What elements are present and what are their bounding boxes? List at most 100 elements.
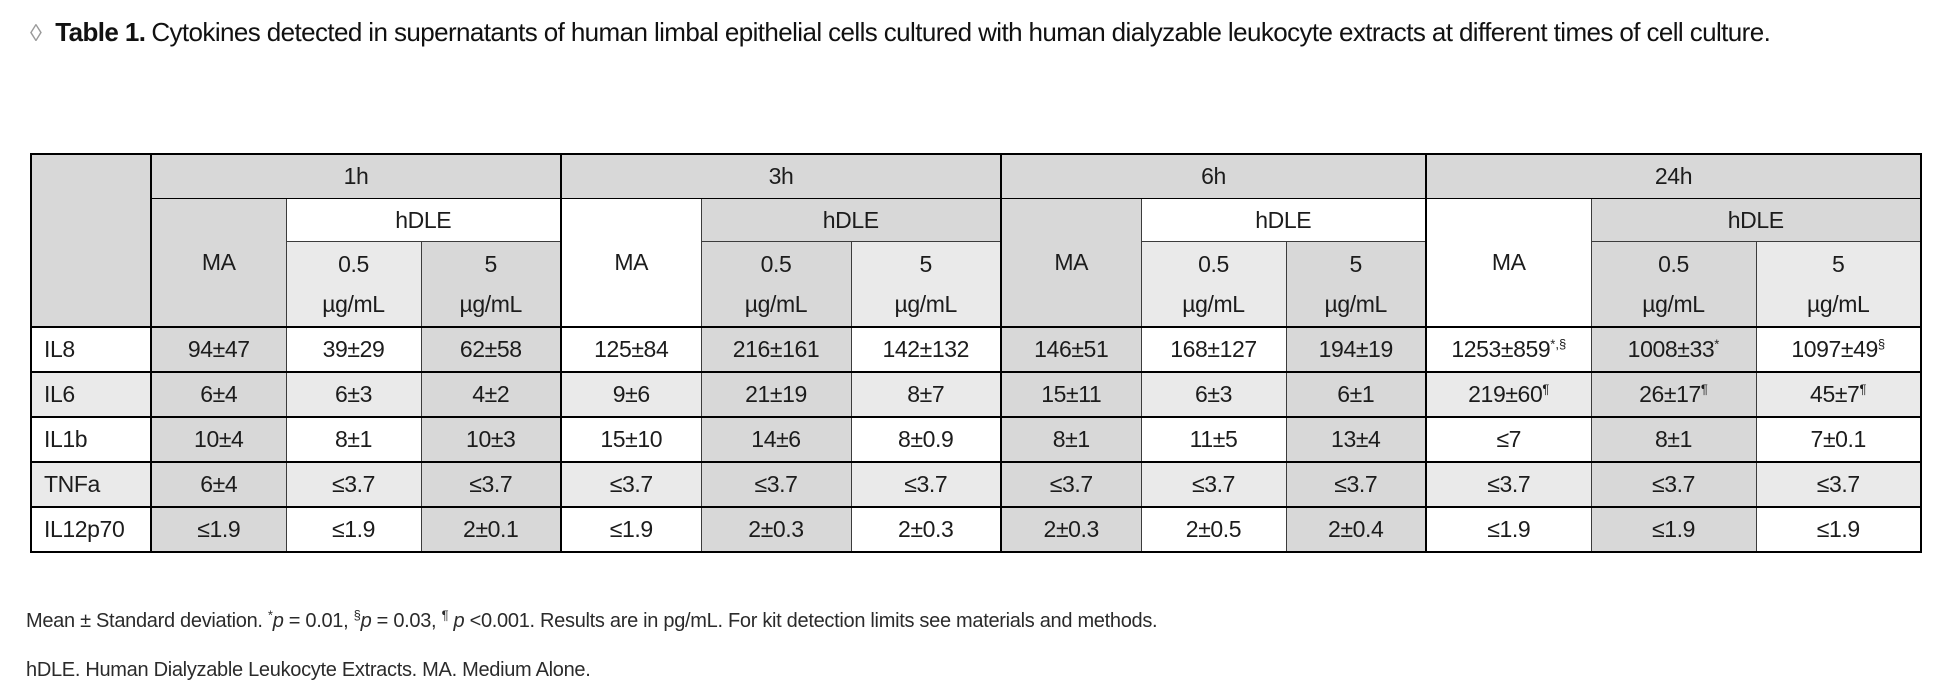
cell-il12p70-5: 2±0.3 — [700, 506, 852, 553]
table-row-il6: IL6 6±4 6±3 4±2 9±6 21±19 8±7 15±11 6±3 6±1 219±60… — [30, 371, 1922, 418]
cell-il6-6: 8±7 — [850, 371, 1002, 418]
header-dose-6h-5: 5 µg/mL — [1285, 241, 1427, 328]
cell-il12p70-9: 2±0.4 — [1285, 506, 1427, 553]
significance-marker: ¶ — [1859, 381, 1867, 397]
cell-il1b-8: 11±5 — [1140, 416, 1287, 463]
header-dose-24h-5: 5 µg/mL — [1755, 241, 1922, 328]
cell-il8-12: 1097±49§ — [1755, 326, 1922, 373]
diamond-icon: ◊ — [30, 20, 42, 47]
cell-il1b-3: 10±3 — [420, 416, 562, 463]
cell-il8-8: 168±127 — [1140, 326, 1287, 373]
header-time-6h: 6h — [1000, 153, 1427, 199]
header-time-3h: 3h — [560, 153, 1002, 199]
cell-il8-10: 1253±859*,§ — [1425, 326, 1592, 373]
cell-il12p70-10: ≤1.9 — [1425, 506, 1592, 553]
cell-il12p70-12: ≤1.9 — [1755, 506, 1922, 553]
row-label-il8: IL8 — [30, 326, 152, 373]
cell-il8-9: 194±19 — [1285, 326, 1427, 373]
header-ma-24h: MA — [1425, 198, 1592, 328]
cell-il1b-10: ≤7 — [1425, 416, 1592, 463]
table-row-tnfa: TNFa 6±4 ≤3.7 ≤3.7 ≤3.7 ≤3.7 ≤3.7 ≤3.7 ≤3.7 ≤3.7 ≤… — [30, 461, 1922, 508]
significance-marker: *,§ — [1550, 336, 1567, 352]
table-body: 1h 3h 6h 24h MA hDLE MA hDLE MA hDLE MA hDLE 0.5 µg/m… — [30, 153, 1922, 553]
cell-il6-9: 6±1 — [1285, 371, 1427, 418]
significance-marker: ¶ — [1700, 381, 1708, 397]
cytokine-table: 1h 3h 6h 24h MA hDLE MA hDLE MA hDLE MA hDLE 0.5 µg/m… — [30, 153, 1922, 553]
significance-marker: * — [1714, 336, 1720, 352]
cell-il6-4: 9±6 — [560, 371, 702, 418]
cell-il6-2: 6±3 — [285, 371, 422, 418]
cell-il8-1: 94±47 — [150, 326, 287, 373]
cell-il6-3: 4±2 — [420, 371, 562, 418]
cell-il12p70-8: 2±0.5 — [1140, 506, 1287, 553]
significance-marker: § — [1877, 336, 1886, 352]
cell-il8-6: 142±132 — [850, 326, 1002, 373]
header-hdle-24h: hDLE — [1590, 198, 1922, 242]
cell-il12p70-7: 2±0.3 — [1000, 506, 1142, 553]
cell-il8-5: 216±161 — [700, 326, 852, 373]
header-dose-1h-0.5: 0.5 µg/mL — [285, 241, 422, 328]
cell-il6-1: 6±4 — [150, 371, 287, 418]
cell-il1b-12: 7±0.1 — [1755, 416, 1922, 463]
cell-tnfa-9: ≤3.7 — [1285, 461, 1427, 508]
cell-tnfa-4: ≤3.7 — [560, 461, 702, 508]
cell-il1b-2: 8±1 — [285, 416, 422, 463]
row-label-il1b: IL1b — [30, 416, 152, 463]
row-label-tnfa: TNFa — [30, 461, 152, 508]
table-caption: ◊ Table 1. Cytokines detected in supernata… — [30, 10, 1923, 56]
cell-il1b-6: 8±0.9 — [850, 416, 1002, 463]
cell-tnfa-2: ≤3.7 — [285, 461, 422, 508]
header-time-24h: 24h — [1425, 153, 1922, 199]
cell-il1b-9: 13±4 — [1285, 416, 1427, 463]
cell-il12p70-11: ≤1.9 — [1590, 506, 1757, 553]
header-dose-3h-0.5: 0.5 µg/mL — [700, 241, 852, 328]
cell-tnfa-5: ≤3.7 — [700, 461, 852, 508]
significance-marker: ¶ — [1542, 381, 1550, 397]
header-dose-3h-5: 5 µg/mL — [850, 241, 1002, 328]
table-footnotes: Mean ± Standard deviation. *p = 0.01, §p… — [26, 597, 1926, 695]
cell-il8-11: 1008±33* — [1590, 326, 1757, 373]
cell-il12p70-1: ≤1.9 — [150, 506, 287, 553]
caption-text: Cytokines detected in supernatants of hu… — [151, 17, 1771, 47]
header-dose-24h-0.5: 0.5 µg/mL — [1590, 241, 1757, 328]
cell-il6-8: 6±3 — [1140, 371, 1287, 418]
cell-il8-2: 39±29 — [285, 326, 422, 373]
table-row-il12p70: IL12p70 ≤1.9 ≤1.9 2±0.1 ≤1.9 2±0.3 2±0.3 2±0.3 2… — [30, 506, 1922, 553]
cell-il8-4: 125±84 — [560, 326, 702, 373]
header-time-1h: 1h — [150, 153, 562, 199]
caption-label: Table 1. — [55, 17, 146, 47]
cell-tnfa-6: ≤3.7 — [850, 461, 1002, 508]
cell-il6-11: 26±17¶ — [1590, 371, 1757, 418]
cell-tnfa-8: ≤3.7 — [1140, 461, 1287, 508]
cell-il8-3: 62±58 — [420, 326, 562, 373]
cell-il6-7: 15±11 — [1000, 371, 1142, 418]
cell-tnfa-12: ≤3.7 — [1755, 461, 1922, 508]
cell-tnfa-11: ≤3.7 — [1590, 461, 1757, 508]
cell-il6-5: 21±19 — [700, 371, 852, 418]
cell-tnfa-10: ≤3.7 — [1425, 461, 1592, 508]
cell-tnfa-3: ≤3.7 — [420, 461, 562, 508]
cell-il1b-11: 8±1 — [1590, 416, 1757, 463]
header-ma-3h: MA — [560, 198, 702, 328]
cell-il1b-4: 15±10 — [560, 416, 702, 463]
header-ma-6h: MA — [1000, 198, 1142, 328]
header-hdle-6h: hDLE — [1140, 198, 1427, 242]
cell-il1b-7: 8±1 — [1000, 416, 1142, 463]
corner-cell — [30, 153, 152, 328]
header-hdle-1h: hDLE — [285, 198, 562, 242]
cell-il12p70-6: 2±0.3 — [850, 506, 1002, 553]
cell-il12p70-2: ≤1.9 — [285, 506, 422, 553]
cell-il1b-5: 14±6 — [700, 416, 852, 463]
header-dose-6h-0.5: 0.5 µg/mL — [1140, 241, 1287, 328]
table-row-il8: IL8 94±47 39±29 62±58 125±84 216±161 142±132 14… — [30, 326, 1922, 373]
cell-il8-7: 146±51 — [1000, 326, 1142, 373]
cell-tnfa-1: 6±4 — [150, 461, 287, 508]
cell-il6-10: 219±60¶ — [1425, 371, 1592, 418]
cell-il12p70-3: 2±0.1 — [420, 506, 562, 553]
cell-il12p70-4: ≤1.9 — [560, 506, 702, 553]
footnote-stats: Mean ± Standard deviation. *p = 0.01, §p… — [26, 607, 1158, 632]
cell-il1b-1: 10±4 — [150, 416, 287, 463]
header-ma-1h: MA — [150, 198, 287, 328]
row-label-il12p70: IL12p70 — [30, 506, 152, 553]
cell-il6-12: 45±7¶ — [1755, 371, 1922, 418]
